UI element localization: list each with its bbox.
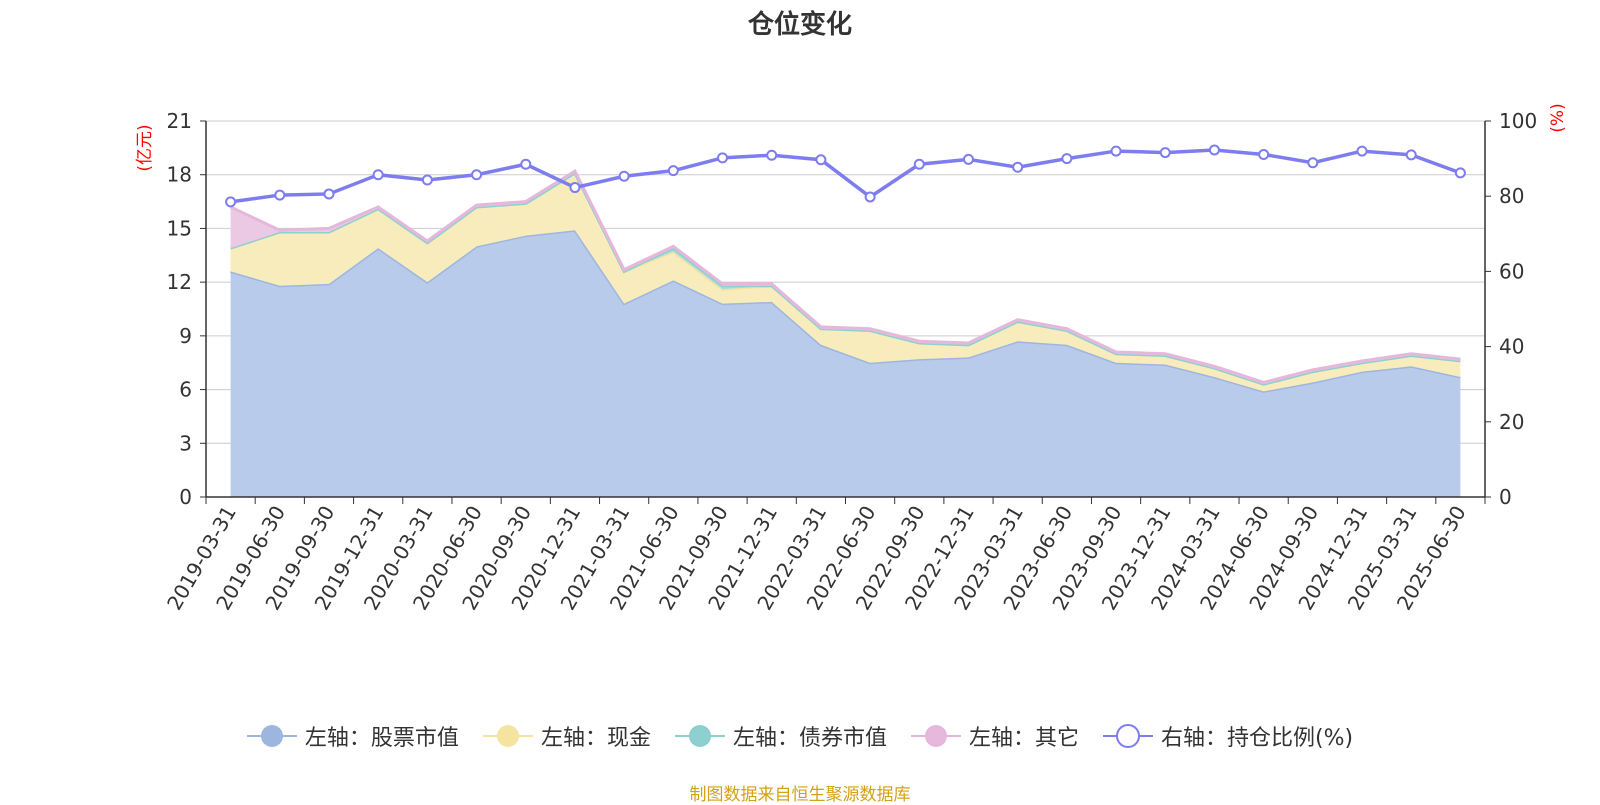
y-right-unit-label: (%) [1548, 103, 1568, 132]
ratio-point [864, 191, 876, 203]
stacked-areas [229, 168, 1461, 497]
y-left-tick-label: 12 [167, 270, 192, 294]
legend-swatch-icon [246, 725, 297, 747]
y-right-tick-label: 20 [1499, 410, 1524, 434]
ratio-point [372, 169, 384, 181]
ratio-point [1159, 147, 1171, 159]
legend-item[interactable]: 左轴：现金 [482, 720, 651, 752]
ratio-point [1356, 145, 1368, 157]
ratio-point [1454, 167, 1466, 179]
ratio-point [618, 170, 630, 182]
area-0 [230, 230, 1461, 497]
ratio-point [1012, 161, 1024, 173]
ratio-point [569, 182, 581, 194]
ratio-point [766, 149, 778, 161]
y-left-tick-label: 18 [167, 163, 192, 187]
ratio-point [1307, 157, 1319, 169]
ratio-point [1061, 153, 1073, 165]
ratio-point [274, 189, 286, 201]
ratio-point [1208, 144, 1220, 156]
legend-label: 左轴：股票市值 [304, 726, 459, 751]
y-right-tick-label: 40 [1499, 335, 1524, 359]
y-left-tick-label: 9 [179, 324, 192, 348]
area-1 [230, 172, 1461, 392]
legend-swatch-icon [674, 725, 725, 747]
y-left-tick-label: 15 [167, 216, 192, 240]
y-right-tick-label: 0 [1499, 485, 1512, 509]
ratio-point [1110, 145, 1122, 157]
legend-swatch-icon [910, 725, 961, 747]
y-left-tick-label: 3 [179, 431, 192, 455]
ratio-point [1405, 149, 1417, 161]
y-left-tick-label: 0 [179, 485, 192, 509]
legend-swatch-icon [482, 725, 533, 747]
y-left-unit-label: (亿元) [135, 124, 155, 171]
ratio-point [421, 174, 433, 186]
legend-label: 右轴：持仓比例(%) [1160, 726, 1354, 751]
y-left-tick-label: 21 [167, 109, 192, 133]
ratio-point [815, 154, 827, 166]
legend-swatch-icon [1102, 724, 1153, 748]
source-note: 制图数据来自恒生聚源数据库 [689, 785, 911, 805]
ratio-point [717, 152, 729, 164]
area-3-edge [229, 168, 1461, 384]
ratio-point [471, 169, 483, 181]
legend-item[interactable]: 左轴：债券市值 [674, 720, 887, 752]
ratio-point [667, 165, 679, 177]
y-right-tick-label: 80 [1499, 184, 1524, 208]
ratio-point [1258, 148, 1270, 160]
legend-item[interactable]: 右轴：持仓比例(%) [1102, 720, 1354, 752]
ratio-line-layer [225, 144, 1466, 208]
legend-item[interactable]: 左轴：股票市值 [246, 720, 459, 752]
legend-label: 左轴：其它 [968, 726, 1079, 751]
legend-label: 左轴：现金 [540, 726, 651, 751]
chart-title: 仓位变化 [747, 10, 852, 40]
y-left-tick-label: 6 [179, 378, 192, 402]
ratio-point [962, 153, 974, 165]
ratio-point [913, 158, 925, 170]
legend: 左轴：股票市值 左轴：现金 左轴：债券市值 左轴：其它 右轴：持仓比例(%) [0, 720, 1600, 752]
ratio-line [230, 148, 1462, 204]
y-right-tick-label: 60 [1499, 259, 1524, 283]
legend-label: 左轴：债券市值 [732, 726, 887, 751]
y-right-tick-label: 100 [1499, 109, 1537, 133]
ratio-point [225, 196, 237, 208]
legend-item[interactable]: 左轴：其它 [910, 720, 1079, 752]
ratio-point [520, 158, 532, 170]
ratio-point [323, 188, 335, 200]
